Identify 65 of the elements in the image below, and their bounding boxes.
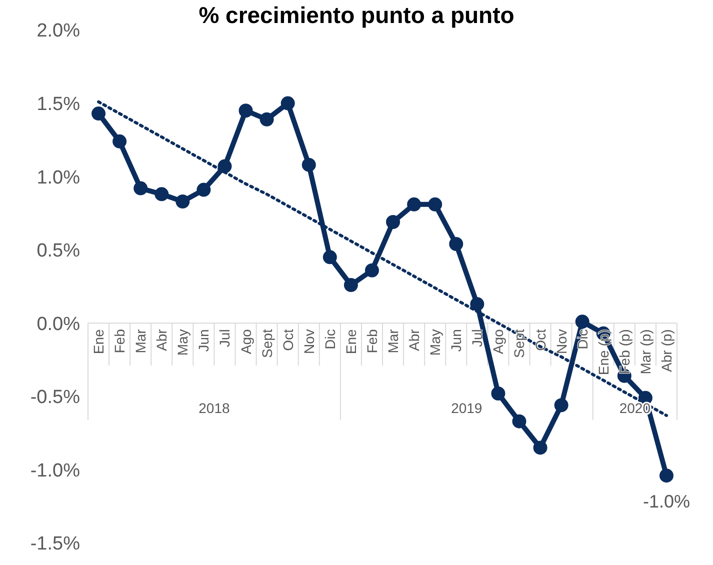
y-tick-label: 1.0% [36, 167, 80, 188]
x-tick-label: Dic [574, 329, 590, 350]
annotation: 2019 [451, 400, 482, 416]
point [260, 112, 274, 126]
point [218, 159, 232, 174]
data-label: -1.0% [642, 492, 690, 512]
x-tick-label: Nov [553, 329, 570, 354]
y-tick-label: -1.5% [30, 534, 80, 555]
x-tick-label: Ene [90, 328, 107, 354]
x-tick-label: Jun [448, 329, 464, 352]
point [449, 236, 464, 251]
point [428, 197, 442, 212]
point [533, 440, 548, 455]
x-tick-label: May [174, 329, 191, 356]
x-tick-label: Abr (p) [658, 329, 674, 372]
x-tick-label: Mar [385, 328, 402, 354]
chart-title: % crecimiento punto a punto [198, 2, 514, 28]
y-tick-label: 1.5% [36, 94, 80, 116]
x-tick-label: Oct [532, 329, 548, 351]
x-tick-label: Ago [490, 328, 506, 354]
point [238, 104, 253, 118]
point [322, 250, 337, 264]
point [491, 386, 506, 400]
point [154, 187, 169, 202]
x-tick-label: Abr [154, 328, 170, 351]
annotation: 2018 [198, 400, 230, 416]
x-tick-label: Mar [132, 328, 149, 354]
y-tick-label: 0.5% [36, 240, 80, 262]
point [344, 278, 358, 292]
point [407, 197, 422, 212]
x-tick-label: Dic [322, 329, 338, 350]
x-tick-label: Feb (p) [616, 329, 632, 374]
point [280, 96, 295, 110]
x-tick-label: Sept [258, 329, 275, 358]
x-tick-label: Ene [342, 328, 359, 354]
point [196, 182, 211, 197]
point [364, 263, 379, 278]
point [575, 314, 590, 329]
point [659, 468, 674, 483]
x-tick-label: Ene (p) [595, 329, 612, 376]
x-tick-label: Oct [280, 329, 296, 351]
x-tick-label: Ago [238, 328, 254, 354]
point [302, 158, 316, 172]
y-tick-label: -0.5% [30, 387, 80, 408]
x-tick-label: May [427, 329, 444, 356]
x-tick-label: Jul [216, 329, 233, 348]
x-tick-label: Abr [406, 328, 422, 351]
point [112, 134, 127, 148]
point [176, 194, 190, 208]
x-tick-label: Sept [511, 329, 528, 358]
point [554, 398, 568, 412]
point [470, 297, 484, 312]
x-tick-label: Mar (p) [637, 329, 654, 374]
point [512, 414, 526, 428]
point [134, 181, 148, 196]
y-tick-label: 2.0% [36, 20, 80, 42]
x-tick-label: Feb [364, 328, 380, 354]
x-tick-label: Jul [469, 329, 486, 348]
point [386, 215, 400, 230]
y-tick-label: -1.0% [30, 460, 80, 482]
x-tick-label: Jun [196, 329, 212, 352]
point [92, 106, 106, 121]
x-tick-label: Feb [112, 328, 128, 354]
y-tick-label: 0.0% [36, 314, 80, 335]
x-tick-label: Nov [300, 329, 317, 354]
